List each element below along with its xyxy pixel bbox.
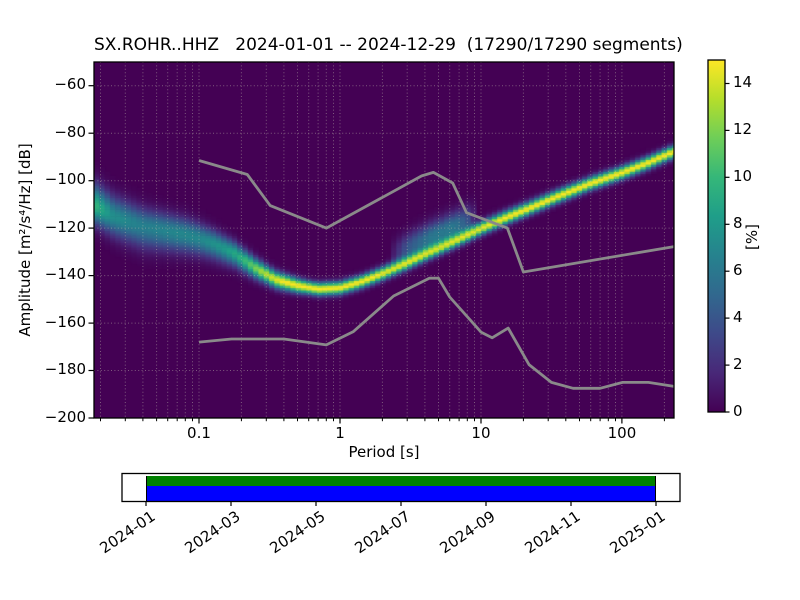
colorbar-tick-label: 8 xyxy=(733,213,743,232)
plot-title: SX.ROHR..HHZ 2024-01-01 -- 2024-12-29 (1… xyxy=(94,35,683,55)
timeline-tick-label: 2024-09 xyxy=(436,507,499,558)
timeline-tick-label: 2024-01 xyxy=(96,507,159,558)
y-tick-label: −100 xyxy=(44,170,86,189)
colorbar-gradient xyxy=(708,60,725,412)
timeline-tick-label: 2024-07 xyxy=(351,507,414,558)
y-tick-label: −200 xyxy=(44,407,86,426)
timeline-data-bar-green xyxy=(146,476,656,486)
y-tick-label: −160 xyxy=(44,312,86,331)
x-tick-label: 0.1 xyxy=(187,424,211,442)
x-tick-label: 100 xyxy=(607,424,637,442)
colorbar-label: [%] xyxy=(743,224,761,250)
timeline-data-bar-blue xyxy=(146,486,656,501)
y-tick-label: −120 xyxy=(44,217,86,236)
x-tick-label: 1 xyxy=(335,424,345,442)
colorbar-tick-label: 0 xyxy=(733,401,743,420)
x-axis-label: Period [s] xyxy=(348,443,420,461)
timeline-tick-label: 2025-01 xyxy=(606,507,669,558)
colorbar-tick-label: 6 xyxy=(733,260,743,279)
colorbar-tick-label: 14 xyxy=(733,72,753,91)
y-tick-label: −180 xyxy=(44,360,86,379)
y-tick-label: −140 xyxy=(44,265,86,284)
y-tick-label: −80 xyxy=(54,122,86,141)
colorbar-tick-label: 2 xyxy=(733,354,743,373)
colorbar-tick-label: 10 xyxy=(733,166,753,185)
y-tick-label: −60 xyxy=(54,75,86,94)
timeline-tick-label: 2024-11 xyxy=(521,507,584,558)
ppsd-heatmap xyxy=(94,62,674,418)
timeline-box xyxy=(121,472,681,503)
timeline-tick-label: 2024-03 xyxy=(181,507,244,558)
colorbar-tick-label: 4 xyxy=(733,307,743,326)
colorbar-tick-label: 12 xyxy=(733,119,753,138)
x-tick-label: 10 xyxy=(471,424,491,442)
timeline-tick-label: 2024-05 xyxy=(266,507,329,558)
